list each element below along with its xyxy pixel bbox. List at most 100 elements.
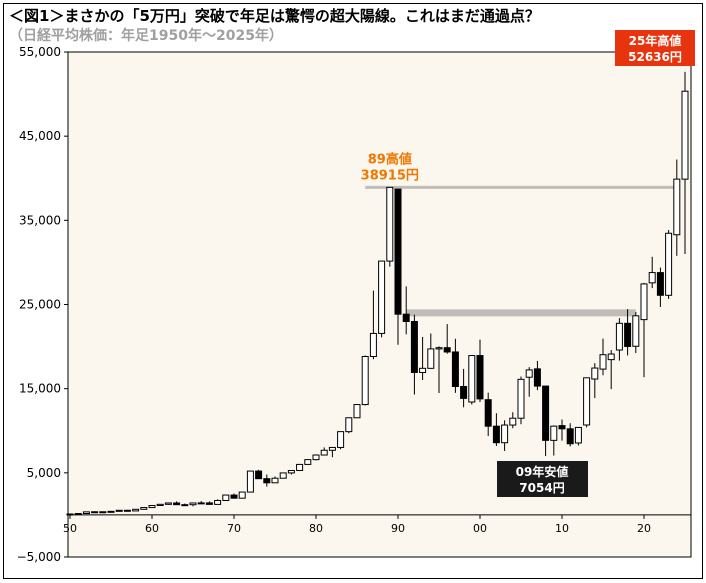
candle-1982	[328, 446, 336, 458]
candle-body-up	[353, 404, 361, 419]
candle-body-up	[287, 469, 295, 474]
candle-body-down	[476, 355, 484, 400]
y-tick-label: 35,000	[19, 213, 61, 227]
candle-2020	[640, 282, 648, 378]
candle-body-down	[205, 502, 213, 505]
candle-1974	[263, 474, 271, 487]
candle-body-up	[115, 509, 123, 512]
candle-2014	[591, 363, 599, 399]
annotation-2009-low-box	[497, 461, 588, 497]
candle-1957	[123, 509, 131, 512]
annotation-2009-low-label: 09年安値	[516, 464, 569, 479]
candle-body-up	[378, 260, 386, 334]
annotation-2025-high-value: 52636円	[628, 50, 682, 64]
candle-body-down	[410, 320, 418, 373]
y-tick-label: 55,000	[19, 45, 61, 59]
candle-body-up	[337, 431, 345, 448]
candle-body-up	[640, 283, 648, 321]
candle-body-down	[255, 470, 263, 480]
annotation-1989-high-value: 38915円	[361, 168, 419, 183]
x-tick-label: 00	[473, 522, 487, 535]
candle-1960	[148, 505, 156, 509]
candle-1998	[460, 368, 468, 408]
candle-body-up	[140, 507, 148, 510]
candle-body-down	[123, 509, 131, 512]
candle-2019	[632, 312, 640, 353]
candle-body-up	[91, 511, 99, 514]
candle-1964	[181, 503, 189, 507]
candle-body-up	[328, 446, 336, 451]
candle-body-up	[435, 347, 443, 350]
candle-1986	[361, 355, 369, 406]
candle-1956	[115, 509, 123, 512]
candle-2018	[624, 309, 632, 356]
candle-1979	[304, 459, 312, 465]
candle-1984	[345, 417, 353, 434]
candle-2023	[665, 230, 673, 299]
candle-body-up	[222, 494, 230, 501]
candle-2021	[648, 256, 656, 289]
reference-lines	[365, 185, 677, 317]
candle-2012	[574, 426, 582, 446]
candle-body-up	[312, 454, 320, 461]
annotation-1989-high-label: 89高値	[368, 151, 412, 167]
candle-1980	[312, 454, 320, 461]
candle-body-up	[320, 449, 328, 456]
candle-body-up	[386, 186, 394, 262]
candle-2016	[607, 350, 615, 390]
candle-body-down	[263, 478, 271, 484]
candle-2022	[656, 267, 664, 307]
candles-layer	[66, 71, 689, 516]
candle-body-up	[517, 378, 525, 419]
candle-body-up	[681, 90, 689, 180]
candle-body-down	[181, 504, 189, 507]
x-tick-label: 60	[145, 522, 159, 535]
y-tick-label: 5,000	[27, 466, 61, 480]
candle-2025	[681, 71, 689, 254]
candle-body-up	[107, 510, 115, 513]
candle-2007	[533, 360, 541, 391]
candle-1989	[386, 186, 394, 267]
y-tick-label: −5,000	[17, 550, 61, 564]
x-tick-label: 80	[309, 522, 323, 535]
candle-body-up	[361, 356, 369, 406]
candle-body-up	[648, 272, 656, 284]
candle-1962	[164, 502, 172, 505]
annotation-2025-high-box	[615, 30, 695, 66]
candle-1950	[66, 513, 74, 516]
candle-1988	[378, 260, 386, 338]
y-tick-label: 25,000	[19, 298, 61, 312]
candle-1983	[337, 431, 345, 450]
x-tick-label: 90	[391, 522, 405, 535]
candle-body-up	[419, 367, 427, 373]
candle-body-up	[615, 322, 623, 351]
candle-body-down	[492, 425, 500, 444]
candle-body-down	[443, 347, 451, 353]
chart-title: ＜図1＞まさかの「5万円」突破で年足は驚愕の超大陽線。これはまだ通過点？	[9, 7, 540, 25]
candle-body-up	[189, 502, 197, 506]
candle-body-up	[296, 463, 304, 471]
candle-2024	[673, 159, 681, 256]
candle-body-down	[99, 511, 107, 514]
candle-1994	[427, 333, 435, 369]
candle-2006	[525, 367, 533, 397]
candle-2015	[599, 338, 607, 376]
candle-body-up	[246, 470, 254, 493]
candle-2008	[542, 385, 550, 457]
candle-1992	[410, 314, 418, 395]
candle-body-down	[624, 322, 632, 347]
y-tick-label: 45,000	[19, 129, 61, 143]
candle-2011	[566, 423, 574, 447]
candle-body-down	[402, 313, 410, 322]
candle-2013	[583, 377, 591, 428]
candle-1970	[230, 493, 238, 499]
candle-body-up	[509, 417, 517, 426]
candle-1999	[468, 355, 476, 405]
candle-2002	[492, 413, 500, 446]
candle-2005	[517, 376, 525, 425]
candle-1955	[107, 510, 115, 513]
candle-2003	[501, 420, 509, 451]
candle-body-down	[460, 385, 468, 399]
candle-body-down	[66, 513, 74, 516]
